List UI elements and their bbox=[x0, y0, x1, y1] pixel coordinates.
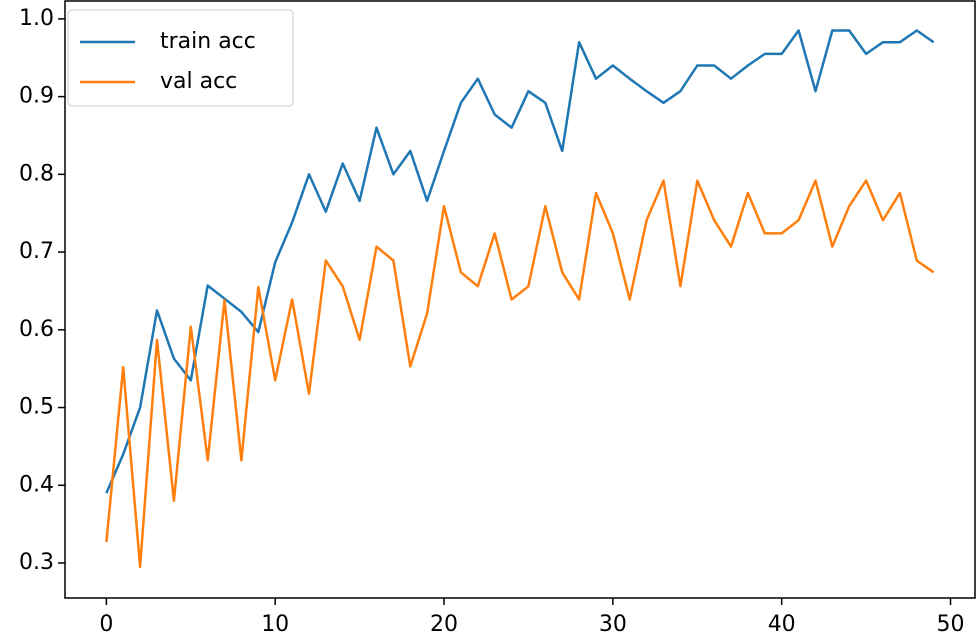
y-tick-label: 0.9 bbox=[19, 84, 54, 109]
y-tick-label: 0.5 bbox=[19, 395, 54, 420]
y-tick-label: 0.7 bbox=[19, 239, 54, 264]
legend-label: train acc bbox=[160, 29, 256, 54]
x-tick-label: 10 bbox=[261, 612, 289, 637]
y-tick-label: 0.4 bbox=[19, 472, 54, 497]
legend-label: val acc bbox=[160, 69, 237, 94]
y-tick-label: 1.0 bbox=[19, 6, 54, 31]
x-tick-label: 50 bbox=[937, 612, 965, 637]
x-tick-label: 0 bbox=[99, 612, 113, 637]
x-tick-label: 40 bbox=[768, 612, 796, 637]
y-tick-label: 0.8 bbox=[19, 161, 54, 186]
y-tick-label: 0.3 bbox=[19, 550, 54, 575]
x-tick-label: 30 bbox=[599, 612, 627, 637]
plot-frame bbox=[64, 0, 976, 599]
y-tick-label: 0.6 bbox=[19, 317, 54, 342]
series-line bbox=[105, 29, 935, 494]
series-line bbox=[105, 179, 935, 569]
x-tick-label: 20 bbox=[430, 612, 458, 637]
